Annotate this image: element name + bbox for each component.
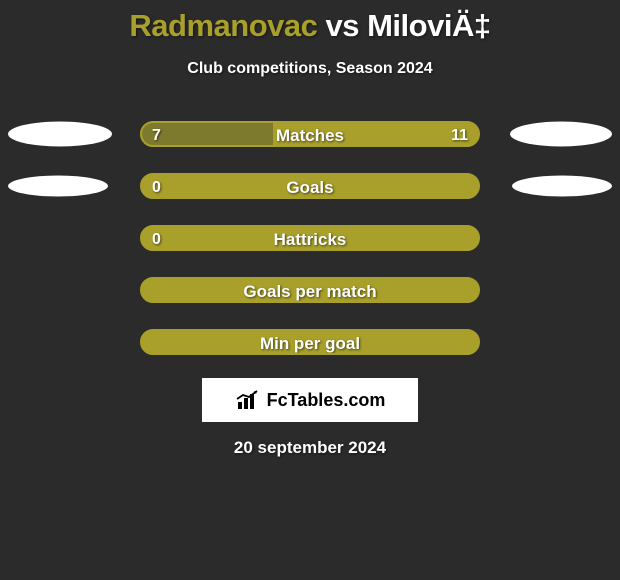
left-value: 7 <box>152 123 161 147</box>
bar-fill-left <box>142 123 273 145</box>
stat-label: Min per goal <box>260 331 360 355</box>
stat-bar: 7 11 Matches <box>140 121 480 147</box>
stat-label: Matches <box>276 123 344 147</box>
stat-label: Hattricks <box>274 227 347 251</box>
stat-row: 0 Hattricks <box>0 212 620 264</box>
date-text: 20 september 2024 <box>0 438 620 458</box>
stat-rows: 7 11 Matches 0 Goals 0 Hattricks Goals per matc… <box>0 108 620 368</box>
stat-row: Goals per match <box>0 264 620 316</box>
comparison-card: Radmanovac vs MiloviÄ‡ Club competitions… <box>0 0 620 458</box>
player1-ellipse <box>8 176 108 197</box>
player1-ellipse <box>8 122 112 147</box>
player2-name: MiloviÄ‡ <box>367 8 490 43</box>
branding-badge: FcTables.com <box>202 378 418 422</box>
vs-text: vs <box>326 8 359 43</box>
stat-bar: 0 Goals <box>140 173 480 199</box>
player1-name: Radmanovac <box>129 8 317 43</box>
stat-row: 7 11 Matches <box>0 108 620 160</box>
player2-ellipse <box>512 176 612 197</box>
stat-label: Goals per match <box>243 279 376 303</box>
stat-row: Min per goal <box>0 316 620 368</box>
left-value: 0 <box>152 175 161 199</box>
stat-bar: Goals per match <box>140 277 480 303</box>
branding-text: FcTables.com <box>267 390 386 411</box>
player2-ellipse <box>510 122 612 147</box>
chart-icon <box>235 389 263 411</box>
stat-label: Goals <box>286 175 333 199</box>
subtitle: Club competitions, Season 2024 <box>0 60 620 78</box>
stat-bar: Min per goal <box>140 329 480 355</box>
left-value: 0 <box>152 227 161 251</box>
right-value: 11 <box>451 123 468 147</box>
stat-bar: 0 Hattricks <box>140 225 480 251</box>
stat-row: 0 Goals <box>0 160 620 212</box>
page-title: Radmanovac vs MiloviÄ‡ <box>0 8 620 44</box>
